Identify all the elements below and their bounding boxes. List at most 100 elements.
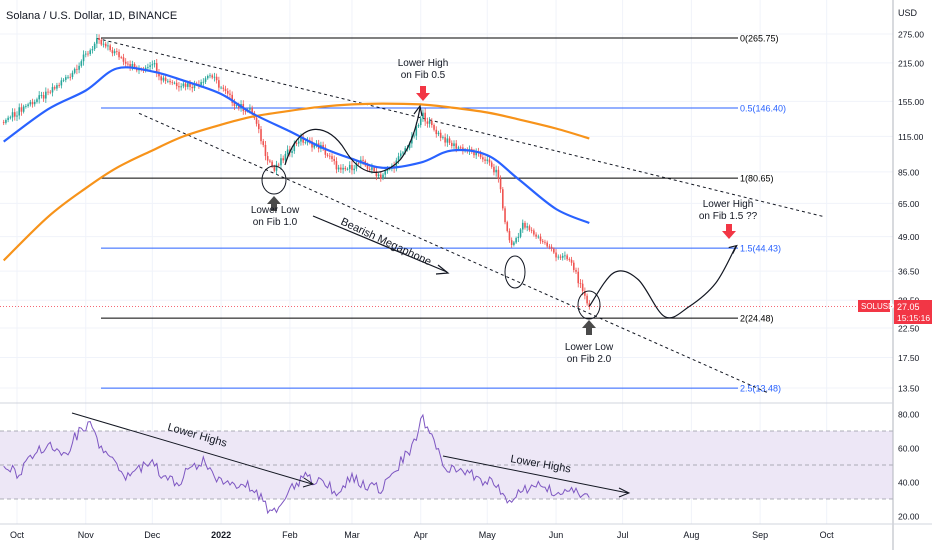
candle-body	[224, 88, 227, 91]
last-price-text: 27.05	[897, 302, 920, 312]
candle-body	[58, 85, 60, 86]
fib-label: 0(265.75)	[740, 34, 779, 44]
time-tick-label: Apr	[414, 530, 428, 540]
rsi-tick-label: 20.00	[898, 512, 920, 522]
candle-body	[129, 64, 131, 68]
candle-body	[116, 51, 118, 53]
price-tick-label: 13.50	[898, 384, 920, 394]
time-tick-label: Oct	[820, 530, 835, 540]
candle-body	[36, 99, 38, 102]
candle-body	[295, 143, 298, 145]
candle-body	[435, 129, 438, 135]
fib-label: 2(24.48)	[740, 314, 774, 324]
time-tick-label: Jul	[617, 530, 629, 540]
candle-body	[366, 165, 369, 169]
candle-body	[533, 230, 535, 235]
candle-body	[422, 112, 424, 119]
fib-label: 1.5(44.43)	[740, 244, 781, 254]
fib-label: 2.5(13.48)	[740, 384, 781, 394]
candle-body	[251, 107, 253, 113]
candle-body	[151, 64, 154, 66]
candle-body	[322, 144, 324, 148]
candle-body	[191, 87, 194, 89]
candle-body	[76, 68, 78, 70]
candle-body	[515, 238, 517, 243]
lower-low-arrow-2	[582, 320, 596, 335]
candle-body	[577, 271, 580, 284]
swing-arrowhead	[413, 104, 423, 117]
candle-body	[202, 81, 205, 83]
candle-body	[404, 148, 407, 153]
candle-body	[122, 57, 125, 62]
candle-body	[504, 208, 506, 223]
candle-body	[244, 110, 247, 112]
candle-body	[399, 153, 402, 157]
candle-body	[526, 226, 529, 228]
candle-body	[262, 141, 265, 145]
candle-body	[297, 141, 300, 144]
candle-body	[215, 76, 218, 81]
price-badge: SOLUSD 27.05 15:15:16	[858, 300, 932, 324]
candle-body	[104, 43, 107, 47]
candle-body	[348, 164, 351, 169]
candle-body	[173, 82, 176, 84]
lower-low-fib20-label-line-1: Lower Low	[565, 342, 614, 353]
candle-body	[426, 121, 429, 124]
candle-body	[178, 86, 180, 88]
candle-body	[333, 158, 336, 162]
time-tick-label: Sep	[752, 530, 768, 540]
candle-body	[437, 132, 440, 135]
candle-body	[42, 95, 45, 99]
candle-body	[7, 117, 9, 120]
chart-title: Solana / U.S. Dollar, 1D, BINANCE	[6, 10, 177, 22]
candle-body	[450, 142, 453, 146]
candle-body	[189, 83, 191, 88]
candle-body	[40, 95, 43, 96]
candle-body	[144, 67, 147, 70]
candle-body	[271, 161, 273, 167]
currency-label: USD	[898, 8, 918, 18]
candle-body	[508, 230, 511, 241]
time-tick-label: Aug	[683, 530, 699, 540]
candle-body	[353, 168, 355, 171]
candle-body	[264, 144, 267, 157]
price-tick-label: 65.00	[898, 199, 920, 209]
candle-body	[304, 142, 307, 144]
candle-body	[98, 38, 100, 40]
candle-body	[269, 160, 271, 162]
candle-body	[377, 174, 380, 177]
candle-body	[479, 152, 482, 158]
candle-body	[282, 158, 284, 161]
candle-body	[517, 236, 520, 239]
candle-body	[275, 164, 278, 171]
candle-body	[80, 61, 83, 66]
candle-body	[300, 137, 302, 142]
candle-body	[340, 167, 342, 170]
candle-body	[180, 86, 182, 88]
candle-body	[570, 259, 573, 263]
candle-body	[428, 120, 431, 124]
candle-body	[291, 151, 293, 153]
candle-body	[249, 107, 251, 110]
candle-body	[147, 66, 149, 68]
candle-body	[581, 283, 584, 291]
candle-body	[546, 242, 548, 247]
candle-body	[375, 171, 378, 177]
candle-body	[417, 125, 420, 127]
candle-body	[568, 259, 571, 260]
candle-body	[111, 50, 114, 54]
rsi-trendline-1-arrowhead	[302, 477, 315, 488]
candle-body	[56, 85, 58, 89]
rsi-tick-label: 60.00	[898, 444, 920, 454]
candle-body	[93, 43, 96, 50]
candle-body	[537, 236, 540, 238]
candle-body	[82, 54, 85, 62]
megaphone-arrow-line	[312, 215, 448, 273]
candle-body	[415, 126, 418, 136]
candle-body	[384, 170, 387, 175]
price-axis-panel	[893, 0, 932, 550]
candle-body	[482, 157, 484, 160]
